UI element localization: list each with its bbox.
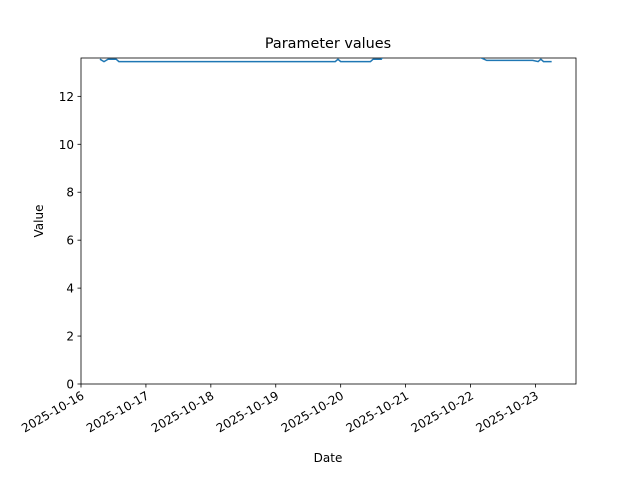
x-tick-label: 2025-10-22 xyxy=(409,388,476,435)
y-tick-label: 8 xyxy=(66,186,74,200)
x-tick-label: 2025-10-20 xyxy=(279,388,346,435)
y-tick-label: 0 xyxy=(66,378,74,392)
x-tick-label: 2025-10-19 xyxy=(214,388,281,435)
x-tick-label: 2025-10-21 xyxy=(344,388,411,435)
y-tick-label: 2 xyxy=(66,330,74,344)
plot-frame xyxy=(80,57,577,385)
y-tick-label: 6 xyxy=(66,234,74,248)
x-tick-label: 2025-10-18 xyxy=(149,388,216,435)
chart-title: Parameter values xyxy=(265,36,391,52)
y-tick-label: 10 xyxy=(59,138,74,152)
y-tick-label: 12 xyxy=(59,90,74,104)
x-tick-label: 2025-10-23 xyxy=(474,388,541,435)
y-tick-label: 4 xyxy=(66,282,74,296)
data-line xyxy=(99,58,552,63)
y-axis-label: Value xyxy=(32,205,46,238)
x-tick-label: 2025-10-16 xyxy=(19,388,86,435)
x-tick-label: 2025-10-17 xyxy=(84,388,151,435)
x-axis-label: Date xyxy=(314,451,343,465)
